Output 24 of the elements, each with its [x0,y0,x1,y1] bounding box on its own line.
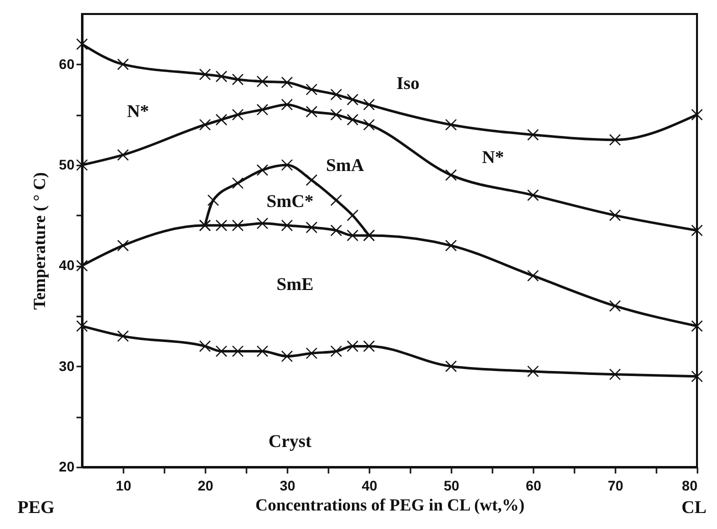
x-tick-label: 40 [362,478,378,494]
y-tick-label: 20 [58,458,75,474]
y-axis-title: Temperature ( ° C) [30,172,49,310]
x-tick-label: 50 [444,478,460,494]
y-tick-label: 30 [58,358,75,374]
annotation: SmE [276,274,314,294]
x-tick-label: 70 [608,478,624,494]
y-tick-label: 60 [58,56,75,72]
annotation: SmA [326,155,364,175]
annotation: N* [127,101,149,121]
annotation: Iso [396,73,420,93]
x-axis-title: Concentrations of PEG in CL (wt,%) [255,496,525,514]
annotation: SmC* [266,191,314,211]
x-tick-label: 30 [280,478,296,494]
text: CL [681,497,707,517]
y-tick-label: 40 [58,257,75,274]
x-tick-label: 10 [116,478,132,494]
annotation: N* [482,147,504,167]
x-tick-label: 20 [198,478,214,494]
x-tick-label: 80 [682,478,698,494]
annotation: Cryst [268,431,312,451]
x-tick-label: 60 [526,478,542,494]
y-tick-label: 50 [58,156,75,172]
text: PEG [17,497,55,517]
